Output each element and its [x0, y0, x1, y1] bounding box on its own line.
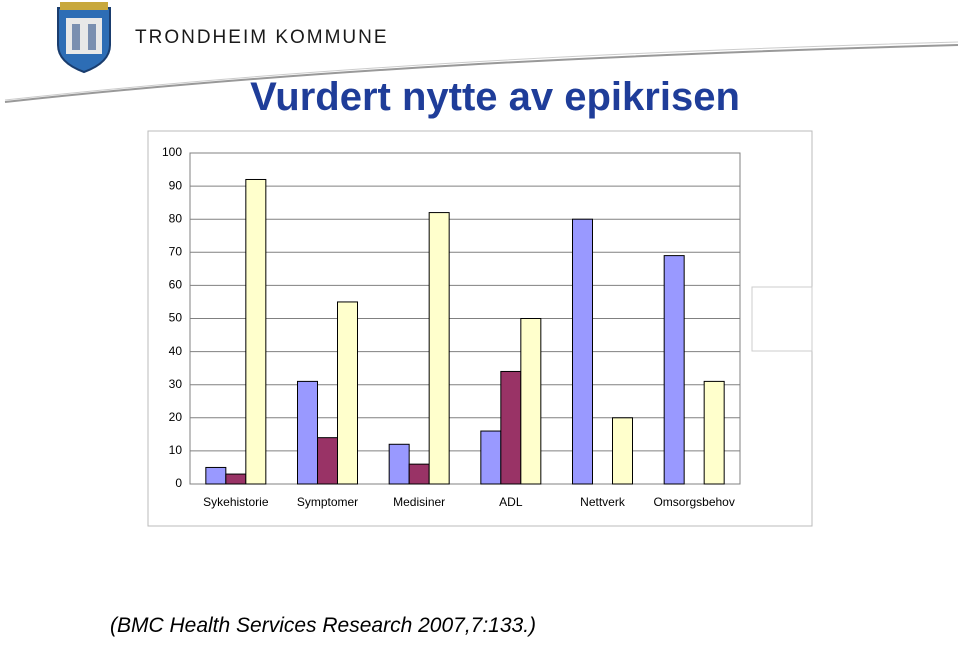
y-tick-label: 80	[169, 211, 183, 225]
bar	[297, 380, 318, 485]
bar	[317, 437, 338, 485]
bar	[480, 430, 502, 485]
bar	[500, 370, 522, 485]
swoosh	[4, 44, 959, 103]
bar	[225, 473, 247, 485]
bar	[572, 218, 593, 485]
bar	[663, 255, 685, 485]
citation: (BMC Health Services Research 2007,7:133…	[110, 614, 536, 637]
y-tick-label: 0	[175, 476, 182, 490]
x-tick-label: Nettverk	[580, 495, 626, 509]
y-tick-label: 50	[169, 311, 183, 325]
x-tick-label: Symptomer	[297, 495, 358, 509]
bar	[388, 443, 410, 485]
logo	[57, 2, 111, 74]
y-tick-label: 70	[169, 244, 183, 258]
y-tick-label: 60	[169, 278, 183, 292]
bar	[520, 318, 542, 485]
swoosh	[4, 41, 959, 101]
chart-title: Vurdert nytte av epikrisen	[250, 75, 740, 119]
y-tick-label: 90	[169, 178, 183, 192]
bar	[703, 380, 725, 485]
y-tick-label: 40	[169, 344, 183, 358]
brand: TRONDHEIM KOMMUNE	[135, 27, 389, 48]
bar	[408, 463, 430, 485]
x-tick-label: ADL	[499, 495, 523, 509]
y-tick-label: 100	[162, 145, 182, 159]
bar	[337, 301, 358, 485]
x-tick-label: Medisiner	[393, 495, 445, 509]
bar	[245, 178, 267, 485]
y-tick-label: 30	[169, 377, 183, 391]
x-tick-label: Sykehistorie	[203, 495, 269, 509]
y-tick-label: 20	[169, 410, 183, 424]
y-tick-label: 10	[169, 443, 183, 457]
x-tick-label: Omsorgsbehov	[653, 495, 734, 509]
bar	[428, 212, 450, 485]
legend-box	[751, 286, 813, 352]
bar	[612, 417, 633, 485]
bar	[205, 466, 227, 485]
